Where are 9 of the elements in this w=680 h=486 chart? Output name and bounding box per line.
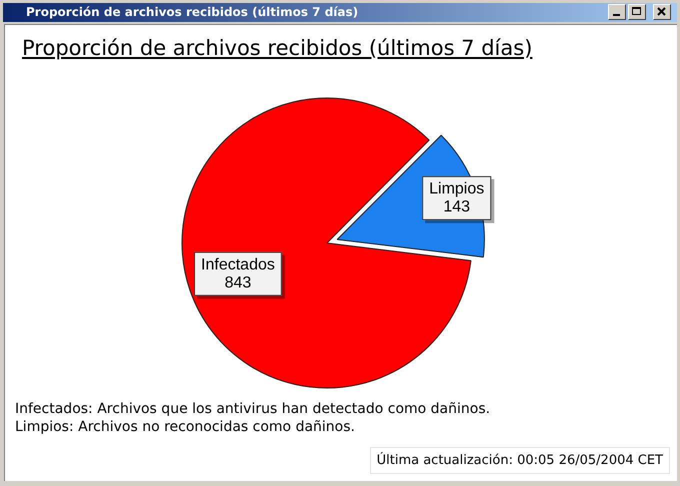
slice-label: Limpios xyxy=(429,180,484,198)
text: Última actualización: 00:05 26/05/2004 CET xyxy=(370,447,670,474)
text: Limpios: Archivos no reconocidas como dañinos. xyxy=(15,418,356,436)
data-label: 843 xyxy=(224,274,252,292)
data-label: 143 xyxy=(443,198,470,216)
text: Infectados: Archivos que los antivirus han detectado como dañinos. xyxy=(15,400,490,418)
text: Proporción de archivos recibidos (últimos 7 días) xyxy=(26,5,360,21)
chart-title: Proporción de archivos recibidos (últimos 7 días) xyxy=(22,36,532,60)
slice-label: Infectados xyxy=(201,256,275,274)
